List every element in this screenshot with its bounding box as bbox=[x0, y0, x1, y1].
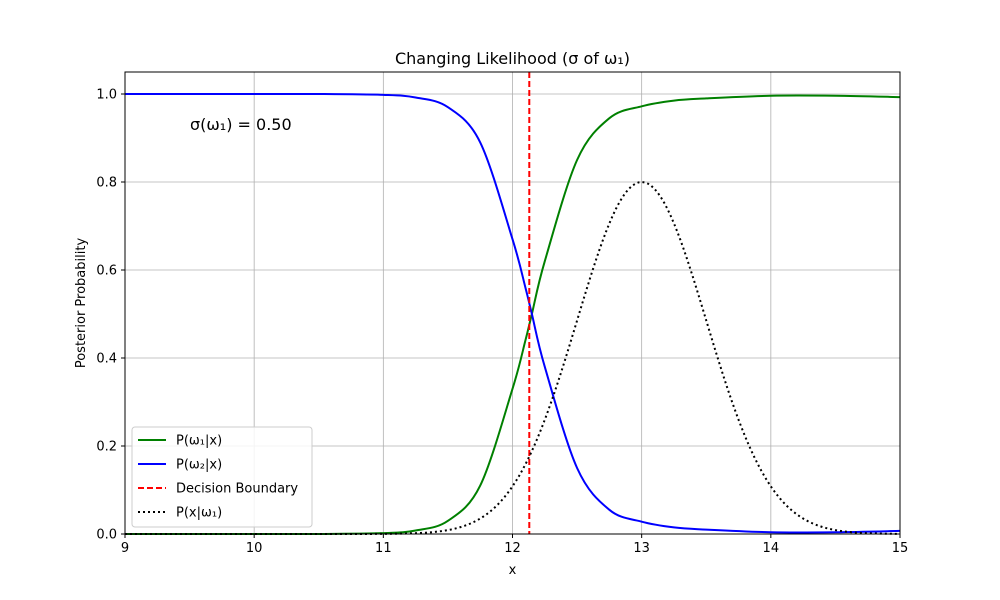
x-axis-label: x bbox=[509, 563, 517, 578]
tick-layer: 9 10 11 12 13 14 15 0.0 0.2 0.4 0.6 0.8 1.0 bbox=[96, 88, 908, 557]
x-tick-label: 13 bbox=[633, 541, 650, 556]
y-tick-label: 0.2 bbox=[96, 440, 117, 455]
legend-label: Decision Boundary bbox=[176, 482, 298, 497]
legend-label: P(ω₁|x) bbox=[176, 434, 222, 449]
x-tick-label: 10 bbox=[246, 541, 263, 556]
legend-box bbox=[131, 426, 313, 528]
y-tick-label: 0.8 bbox=[96, 176, 117, 191]
sigma-annotation: σ(ω₁) = 0.50 bbox=[190, 115, 292, 134]
legend-label: P(x|ω₁) bbox=[176, 506, 222, 521]
y-tick-label: 1.0 bbox=[96, 88, 117, 103]
x-tick-label: 12 bbox=[504, 541, 521, 556]
x-tick-label: 15 bbox=[892, 541, 909, 556]
x-tick-label: 14 bbox=[763, 541, 780, 556]
y-tick-label: 0.0 bbox=[96, 528, 117, 543]
y-tick-label: 0.4 bbox=[96, 352, 117, 367]
y-tick-label: 0.6 bbox=[96, 264, 117, 279]
legend: P(ω₁|x) P(ω₂|x) Decision Boundary P(x|ω₁) bbox=[131, 426, 313, 528]
x-tick-label: 9 bbox=[121, 541, 129, 556]
chart-title: Changing Likelihood (σ of ω₁) bbox=[395, 49, 630, 68]
x-tick-label: 11 bbox=[375, 541, 392, 556]
y-axis-label: Posterior Probability bbox=[74, 238, 89, 369]
legend-label: P(ω₂|x) bbox=[176, 458, 222, 473]
